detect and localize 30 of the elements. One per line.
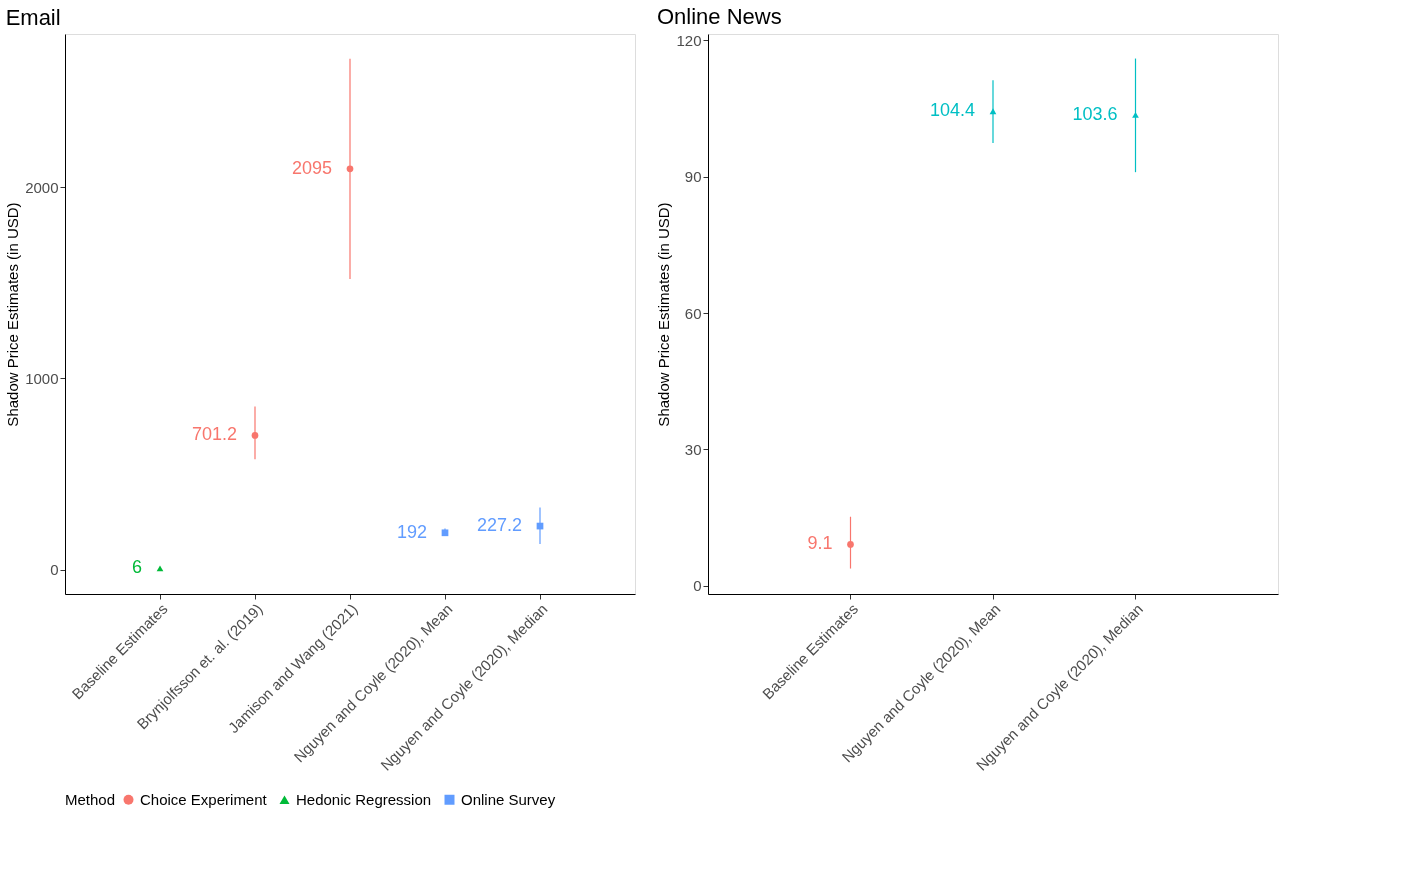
point <box>156 565 164 572</box>
data-label: 2095 <box>291 157 332 178</box>
data-label: 192 <box>396 521 427 542</box>
data-label: 9.1 <box>807 533 833 554</box>
point <box>847 541 854 548</box>
chart-title: Online News <box>656 4 782 30</box>
y-tick-label: 1000 <box>25 369 59 387</box>
data-label: 103.6 <box>1072 103 1118 124</box>
y-tick-label: 60 <box>684 304 702 322</box>
chart-title: Email <box>5 5 61 30</box>
y-tick-label: 120 <box>676 31 702 49</box>
legend-label: Hedonic Regression <box>296 790 432 808</box>
y-tick-label: 30 <box>684 440 702 458</box>
point <box>989 108 997 115</box>
data-label: 227.2 <box>476 515 522 536</box>
y-axis-title: Shadow Price Estimates (in USD) <box>4 202 22 427</box>
point <box>251 432 259 439</box>
legend-label: Online Survey <box>461 790 556 808</box>
y-tick-label: 2000 <box>25 178 59 196</box>
point <box>1132 112 1139 118</box>
data-label: 6 <box>131 557 142 578</box>
legend-title: Method <box>65 791 116 808</box>
legend-label: Choice Experiment <box>140 790 268 808</box>
y-tick-label: 0 <box>50 561 59 579</box>
y-axis-title: Shadow Price Estimates (in USD) <box>655 202 673 427</box>
data-label: 104.4 <box>929 100 975 121</box>
y-tick-label: 90 <box>684 168 702 186</box>
y-tick-label: 0 <box>693 577 702 595</box>
point <box>346 165 354 173</box>
data-label: 701.2 <box>191 424 237 445</box>
